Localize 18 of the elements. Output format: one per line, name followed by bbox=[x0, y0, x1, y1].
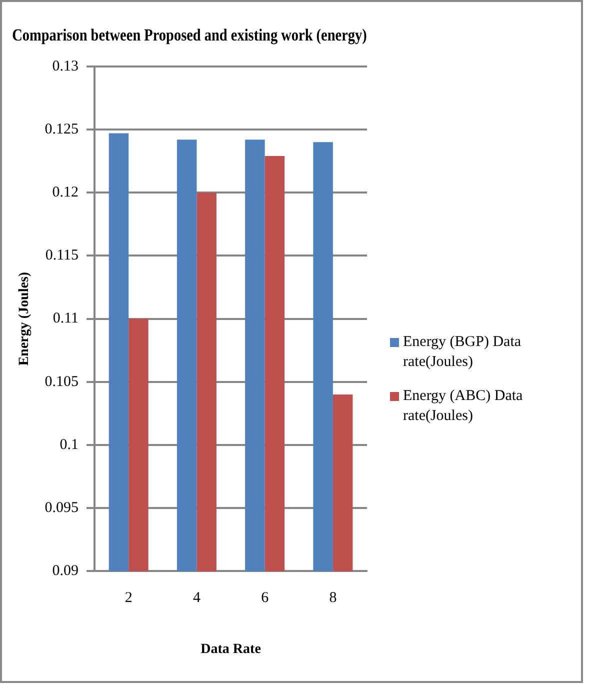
x-tick-label: 2 bbox=[124, 590, 132, 606]
y-tick-label: 0.1 bbox=[60, 436, 79, 453]
x-axis-title: Data Rate bbox=[200, 642, 261, 658]
y-axis-title: Energy (Joules) bbox=[17, 272, 32, 366]
y-tick-label: 0.115 bbox=[45, 248, 79, 264]
x-tick-label: 8 bbox=[329, 590, 337, 606]
y-tick-label: 0.13 bbox=[52, 58, 79, 74]
y-tick-label: 0.09 bbox=[52, 563, 79, 580]
y-tick-label: 0.125 bbox=[44, 121, 79, 138]
x-tick-label: 6 bbox=[261, 590, 270, 606]
y-tick-label: 0.12 bbox=[52, 184, 79, 201]
chart-title: Comparison between Proposed and existing work (energy) bbox=[12, 26, 367, 45]
x-tick-label: 4 bbox=[192, 590, 201, 606]
y-tick-label: 0.105 bbox=[44, 374, 79, 390]
y-tick-label: 0.11 bbox=[52, 310, 79, 327]
y-tick-label: 0.095 bbox=[44, 500, 79, 516]
legend-label: Energy (ABC) Data rate(Joules) bbox=[403, 387, 524, 426]
legend-label: Energy (BGP) Data rate(Joules) bbox=[403, 333, 522, 372]
